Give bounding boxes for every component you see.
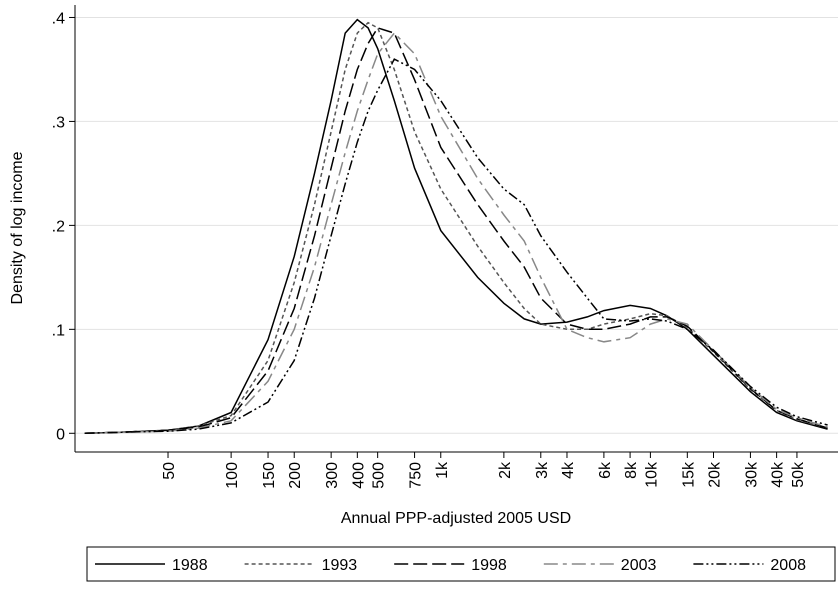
x-tick-label: 3k: [534, 461, 551, 479]
legend-box: [86, 546, 836, 582]
legend-label: 1993: [322, 557, 358, 574]
y-tick-label: .2: [52, 218, 65, 235]
y-tick-label: 0: [56, 426, 65, 443]
x-tick-label: 500: [371, 462, 388, 489]
x-tick-label: 20k: [707, 461, 724, 488]
x-tick-label: 2k: [497, 461, 514, 479]
x-tick-label: 50: [161, 462, 178, 480]
x-tick-label: 400: [350, 462, 367, 489]
series-line: [84, 58, 828, 435]
legend-label: 1998: [471, 557, 507, 574]
x-tick-label: 15k: [680, 461, 697, 488]
x-tick-label: 100: [224, 462, 241, 489]
x-tick-label: 4k: [560, 461, 577, 479]
x-tick-label: 150: [261, 462, 278, 489]
x-tick-label: 8k: [623, 461, 640, 479]
x-tick-label: 200: [287, 462, 304, 489]
x-tick-label: 10k: [643, 461, 660, 488]
y-axis-label: Density of log income: [9, 151, 26, 304]
series-line: [84, 21, 828, 435]
series-line: [84, 18, 828, 435]
x-tick-label: 750: [408, 462, 425, 489]
y-tick-label: .4: [52, 10, 65, 27]
x-axis-label: Annual PPP-adjusted 2005 USD: [341, 510, 571, 527]
y-tick-label: .1: [52, 322, 65, 339]
legend-label: 2008: [770, 557, 806, 574]
legend-label: 2003: [621, 557, 657, 574]
x-tick-label: 300: [324, 462, 341, 489]
x-tick-label: 30k: [743, 461, 760, 488]
y-tick-label: .3: [52, 114, 65, 131]
x-tick-label: 40k: [770, 461, 787, 488]
legend-label: 1988: [172, 557, 208, 574]
x-tick-label: 6k: [597, 461, 614, 479]
x-tick-label: 1k: [434, 461, 451, 479]
x-tick-label: 50k: [790, 461, 807, 488]
series-line: [84, 27, 828, 435]
series-line: [84, 31, 828, 435]
